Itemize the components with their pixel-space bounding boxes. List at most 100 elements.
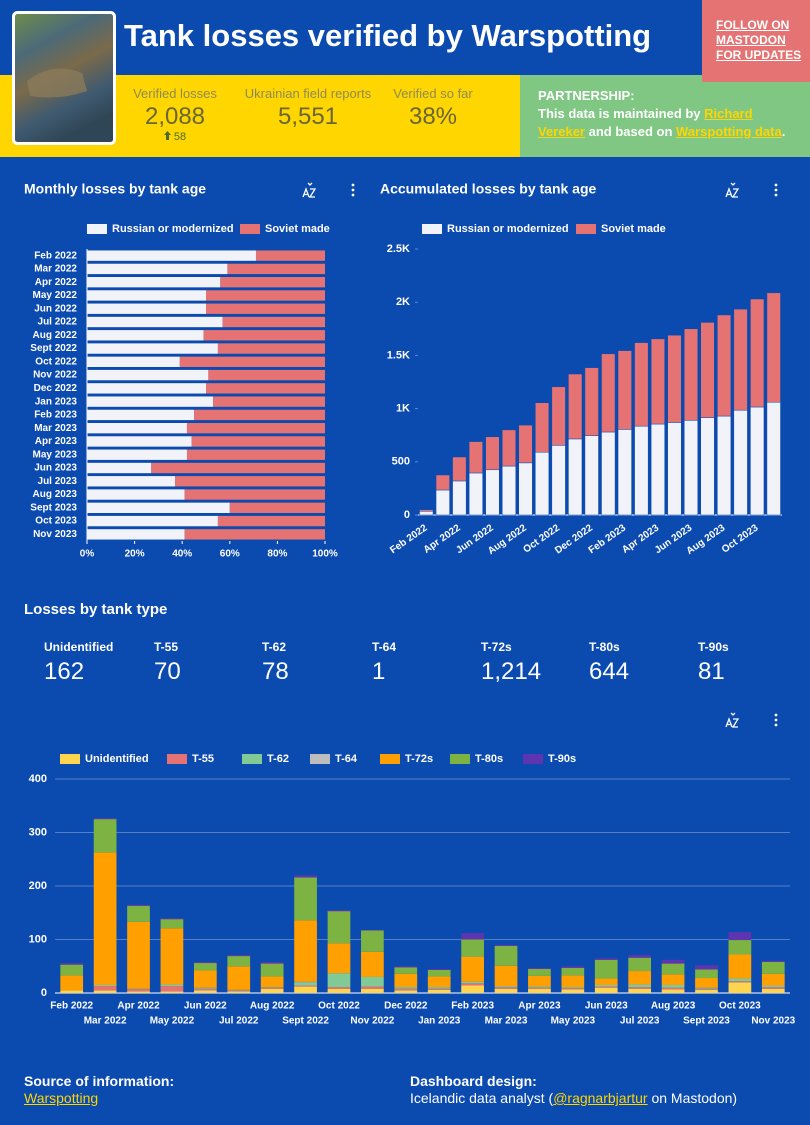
bar-segment — [761, 988, 785, 993]
kpi: Verified losses 2,088 58 — [105, 86, 245, 143]
bar-segment — [227, 955, 251, 957]
bar-segment — [427, 988, 451, 990]
bar-segment — [184, 529, 325, 540]
text: This data is maintained by — [538, 106, 705, 121]
x-tick-label: Jun 2023 — [585, 1001, 628, 1012]
x-tick-label: Aug 2023 — [651, 1001, 696, 1012]
bar-segment — [87, 250, 256, 261]
bar-segment — [327, 987, 351, 989]
toolbar[interactable] — [302, 182, 355, 198]
bar-segment — [203, 330, 325, 341]
legend-label: T-55 — [192, 753, 214, 765]
bar-segment — [535, 451, 550, 516]
bar-segment — [193, 970, 217, 988]
type-label: T-62 — [262, 640, 287, 654]
bar-segment — [361, 951, 384, 977]
x-tick-label: Nov 2023 — [751, 1016, 795, 1027]
source-link[interactable]: Warspotting — [24, 1090, 99, 1106]
bar-segment — [695, 978, 718, 988]
bar-segment — [461, 981, 484, 984]
bar-segment — [87, 409, 195, 421]
sort-icon — [302, 182, 317, 198]
x-tick-label: Nov 2022 — [350, 1016, 394, 1027]
y-tick-label: 1.5K — [387, 349, 410, 361]
bar-segment — [461, 985, 484, 993]
bar-segment — [485, 469, 500, 516]
source-link[interactable]: Warspotting data — [676, 124, 782, 139]
type-label: T-90s — [698, 640, 729, 654]
y-tick-label: Aug 2022 — [33, 330, 78, 341]
bar-segment — [750, 406, 765, 516]
bar-segment — [151, 462, 325, 474]
bar-segment — [628, 971, 652, 985]
design-link[interactable]: @ragnarbjartur — [553, 1090, 648, 1106]
text: and based on — [585, 124, 677, 139]
bar-segment — [561, 967, 585, 976]
bar-segment — [127, 905, 150, 922]
toolbar[interactable] — [725, 182, 778, 198]
bar-segment — [661, 959, 685, 964]
bar-segment — [461, 933, 484, 940]
bar-segment — [260, 987, 284, 989]
bar-segment — [60, 975, 84, 991]
bar-segment — [193, 987, 217, 989]
kpi-value: 2,088 — [144, 103, 206, 130]
author-link[interactable]: Richard Vereker — [538, 106, 753, 139]
bar-segment — [191, 436, 325, 447]
bar-segment — [568, 438, 583, 516]
bar-segment — [160, 991, 184, 993]
bar-segment — [427, 969, 451, 977]
bar-segment — [227, 263, 325, 275]
bar-segment — [217, 343, 325, 354]
bar-segment — [327, 943, 351, 974]
type-label: T-80s — [589, 640, 620, 654]
follow-button-text[interactable]: FOLLOW ON MASTODON FOR UPDATES — [716, 18, 802, 62]
y-tick-label: Sept 2023 — [30, 502, 77, 513]
y-tick-label: Jun 2022 — [34, 303, 77, 314]
legend-label: Soviet made — [601, 223, 666, 235]
legend-label: T-90s — [548, 753, 576, 765]
bar-segment — [594, 959, 618, 979]
menu-dot — [774, 183, 778, 187]
y-tick-label: Oct 2023 — [35, 516, 77, 527]
bar-segment — [761, 961, 785, 974]
bar-segment — [628, 984, 652, 988]
bar-segment — [494, 944, 518, 946]
bar-segment — [206, 290, 325, 301]
toolbar[interactable] — [725, 712, 778, 728]
bar-segment — [528, 967, 551, 969]
section-title: Losses by tank type — [24, 601, 168, 618]
bar-segment — [667, 334, 682, 423]
follow-button[interactable]: FOLLOW ON MASTODON FOR UPDATES — [702, 0, 810, 82]
bar-segment — [528, 968, 551, 976]
bar-segment — [494, 986, 518, 988]
bar-segment — [435, 489, 450, 516]
x-tick-label: Sept 2022 — [282, 1016, 329, 1027]
sort-icon — [725, 182, 740, 198]
y-tick-label: 100 — [29, 933, 47, 945]
bar-segment — [394, 987, 418, 989]
menu-dot — [351, 193, 355, 197]
text: . — [781, 124, 786, 139]
type-value: 162 — [44, 658, 85, 685]
sort-icon — [725, 712, 740, 728]
bar-segment — [260, 961, 284, 964]
legend-label: T-62 — [267, 753, 289, 765]
bar-segment — [294, 986, 317, 993]
menu-dot — [774, 723, 778, 727]
legend-swatch — [167, 754, 187, 764]
bar-segment — [184, 489, 325, 500]
bar-segment — [193, 963, 217, 971]
y-tick-label: 400 — [29, 773, 47, 785]
kpi-value: 38% — [408, 103, 458, 130]
bar-segment — [695, 969, 718, 979]
source-title: Source of information: — [24, 1073, 175, 1089]
legend-label: T-64 — [335, 753, 358, 765]
bar-segment — [750, 298, 765, 408]
bar-segment — [568, 373, 583, 440]
bar-segment — [584, 435, 599, 516]
bar-segment — [222, 316, 325, 328]
bar-segment — [528, 988, 551, 993]
bar-segment — [93, 818, 117, 820]
bar-segment — [468, 472, 483, 516]
